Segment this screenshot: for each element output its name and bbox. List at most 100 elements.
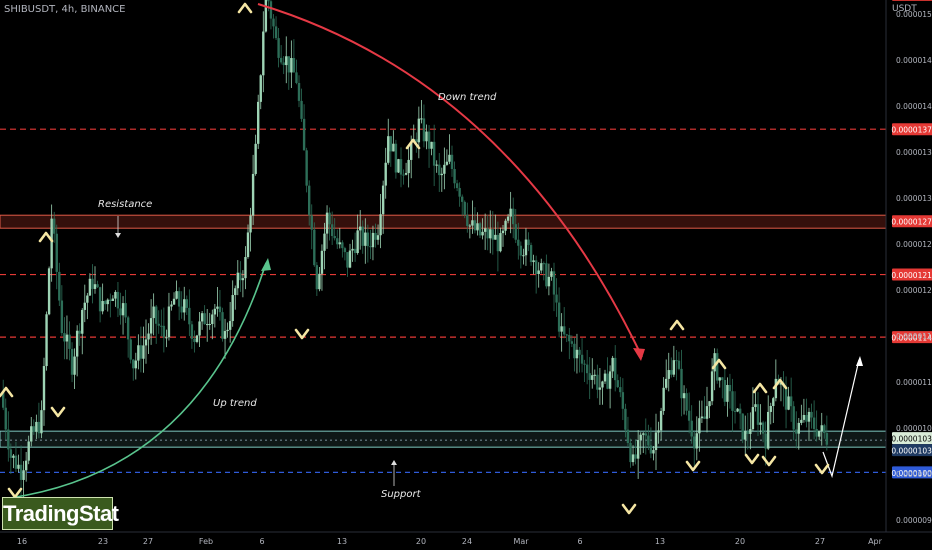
candle-body bbox=[183, 299, 186, 313]
candle-body bbox=[88, 278, 92, 296]
candle-body bbox=[206, 324, 209, 326]
candle-body bbox=[560, 326, 563, 332]
candle-body bbox=[823, 425, 826, 434]
candle-body bbox=[667, 370, 670, 379]
candle-body bbox=[570, 341, 574, 344]
candle-body bbox=[12, 455, 15, 458]
price-tag-4 bbox=[892, 331, 932, 344]
candle-body bbox=[244, 257, 247, 279]
price-tick-6: 0.00001250 bbox=[896, 240, 932, 249]
candle-body bbox=[807, 411, 811, 422]
projection-arrowhead bbox=[856, 356, 863, 366]
candle-body bbox=[565, 334, 568, 336]
pivot-chevron-down-icon bbox=[621, 503, 637, 515]
candle-body bbox=[320, 250, 324, 274]
candle-body bbox=[290, 58, 293, 73]
time-tick-9: 6 bbox=[577, 537, 582, 546]
candle-body bbox=[754, 404, 757, 408]
candle-body bbox=[37, 421, 41, 434]
candle-body bbox=[759, 422, 762, 425]
candle-body bbox=[374, 232, 377, 240]
candle-body bbox=[430, 141, 433, 149]
candle-body bbox=[132, 359, 135, 369]
candle-body bbox=[384, 162, 387, 186]
candle-body bbox=[644, 433, 647, 436]
candle-body bbox=[440, 173, 443, 176]
candle-body bbox=[547, 276, 551, 287]
down-trend-label: Down trend bbox=[438, 92, 497, 103]
candle-body bbox=[453, 169, 456, 184]
candle-body bbox=[670, 370, 673, 375]
candle-body bbox=[797, 422, 800, 434]
candle-body bbox=[519, 245, 523, 256]
candle-body bbox=[55, 233, 58, 272]
candle-body bbox=[285, 56, 288, 66]
candle-body bbox=[733, 410, 737, 412]
candle-body bbox=[185, 299, 188, 308]
candle-body bbox=[695, 433, 698, 449]
pivot-chevron-up-icon bbox=[38, 231, 54, 243]
candle-body bbox=[642, 433, 645, 435]
price-tick-2: 0.00001050 bbox=[896, 424, 932, 433]
candle-body bbox=[792, 406, 795, 430]
price-axis: 0.000015210.000013750.000012750.00001217… bbox=[885, 0, 932, 532]
candle-body bbox=[473, 220, 477, 231]
candle-body bbox=[603, 373, 607, 382]
candle-body bbox=[9, 449, 13, 458]
pivot-chevron-up-icon bbox=[0, 386, 14, 398]
candle-body bbox=[200, 313, 204, 322]
candle-body bbox=[588, 373, 591, 380]
candle-body bbox=[524, 239, 528, 256]
candle-body bbox=[75, 330, 79, 357]
candle-body bbox=[109, 299, 112, 302]
time-tick-8: Mar bbox=[513, 537, 529, 546]
candle-body bbox=[685, 393, 688, 411]
candle-body bbox=[795, 429, 798, 434]
time-tick-4: 6 bbox=[259, 537, 264, 546]
resistance-pointer-head bbox=[115, 233, 121, 238]
candle-body bbox=[313, 229, 316, 266]
price-tag-label-3: 0.00001217 bbox=[891, 271, 932, 280]
pivot-chevron-up-icon bbox=[405, 138, 421, 150]
pivot-chevron-up-icon bbox=[752, 382, 768, 394]
time-tick-6: 20 bbox=[416, 537, 426, 546]
candle-body bbox=[420, 118, 423, 120]
candle-body bbox=[234, 288, 237, 296]
candle-body bbox=[381, 185, 385, 215]
candle-body bbox=[746, 431, 749, 434]
candle-body bbox=[203, 313, 206, 325]
candle-body bbox=[308, 185, 311, 216]
candle-body bbox=[24, 460, 28, 471]
candle-body bbox=[213, 308, 217, 315]
candle-body bbox=[254, 143, 257, 174]
pivot-chevron-down-icon bbox=[814, 463, 830, 475]
candlestick-series bbox=[2, 0, 829, 501]
candle-body bbox=[731, 391, 734, 411]
candle-body bbox=[455, 183, 459, 189]
candle-body bbox=[578, 349, 581, 355]
candle-body bbox=[427, 131, 431, 149]
candle-body bbox=[364, 232, 367, 246]
candle-body bbox=[580, 354, 584, 364]
candle-body bbox=[68, 334, 71, 349]
candle-body bbox=[305, 150, 308, 186]
time-tick-11: 20 bbox=[735, 537, 745, 546]
candle-body bbox=[134, 360, 137, 369]
candle-body bbox=[81, 309, 84, 334]
candle-body bbox=[30, 426, 33, 442]
support-pointer-head bbox=[391, 460, 397, 465]
price-tag-label-7: 0.00001002 bbox=[891, 469, 932, 478]
candle-body bbox=[361, 226, 364, 246]
projection-arrow bbox=[822, 359, 860, 479]
candle-body bbox=[779, 382, 783, 385]
candle-body bbox=[744, 431, 747, 440]
candle-body bbox=[687, 410, 691, 421]
candle-body bbox=[410, 141, 413, 160]
candle-body bbox=[27, 441, 30, 461]
candle-body bbox=[251, 173, 255, 216]
candle-body bbox=[60, 300, 64, 334]
candle-body bbox=[58, 271, 61, 301]
candle-body bbox=[713, 353, 716, 372]
